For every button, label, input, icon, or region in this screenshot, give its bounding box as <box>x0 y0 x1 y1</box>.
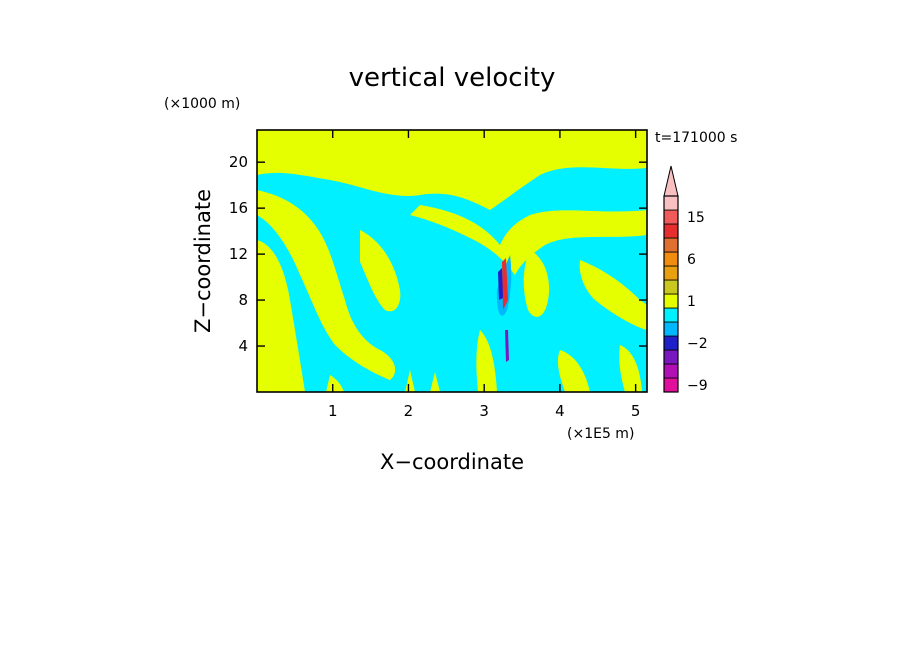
updraft-region <box>430 372 440 392</box>
y-axis-label: Z−coordinate <box>191 189 215 333</box>
y-tick-label: 12 <box>229 245 248 263</box>
colorbar-swatch <box>663 251 679 267</box>
colorbar-swatch <box>663 377 679 393</box>
colorbar-swatch <box>663 223 679 239</box>
colorbar-frame <box>663 195 679 393</box>
y-tick-label: 16 <box>229 199 248 217</box>
colorbar-tick-label: −2 <box>687 336 708 352</box>
colorbar-swatch <box>663 195 679 211</box>
colorbar-swatch <box>663 321 679 337</box>
updraft-region <box>326 375 344 392</box>
y-tick-label: 20 <box>229 153 248 171</box>
updraft-region <box>257 130 647 210</box>
updraft-region <box>410 205 647 275</box>
strong-downdraft-core <box>498 268 503 300</box>
updraft-region <box>557 350 590 392</box>
updraft-region <box>405 370 415 392</box>
colorbar-tick-label: −9 <box>687 378 708 394</box>
colorbar-tick-label: 1 <box>687 294 696 310</box>
x-tick-label: 4 <box>555 402 565 420</box>
x-tick-label: 2 <box>404 402 414 420</box>
colorbar-swatch <box>663 237 679 253</box>
updraft-region <box>476 330 497 392</box>
x-tick-label: 5 <box>631 402 641 420</box>
x-tick-label: 1 <box>328 402 338 420</box>
downdraft-streak <box>505 330 509 362</box>
x-axis-label: X−coordinate <box>380 450 524 474</box>
y-tick-label: 4 <box>238 337 248 355</box>
y-axis: 4 8 12 16 20 <box>229 153 647 355</box>
updraft-region <box>523 250 550 317</box>
strong-updraft-core <box>502 258 508 310</box>
colorbar: −9 −2 1 6 15 <box>663 165 708 394</box>
colorbar-tick-label: 15 <box>687 210 705 226</box>
contour-field <box>257 130 647 392</box>
x-axis: 1 2 3 4 5 <box>328 130 640 420</box>
chart-title: vertical velocity <box>349 63 556 93</box>
colorbar-extension-arrow <box>663 165 679 197</box>
colorbar-swatch <box>663 307 679 323</box>
updraft-region <box>360 230 401 312</box>
plot-area <box>256 129 648 393</box>
colorbar-swatch <box>663 293 679 309</box>
x-unit-label: (×1E5 m) <box>567 426 634 442</box>
updraft-region <box>579 260 647 330</box>
y-tick-label: 8 <box>238 291 248 309</box>
updraft-region <box>619 345 642 392</box>
colorbar-swatch <box>663 279 679 295</box>
colorbar-swatch <box>663 335 679 351</box>
y-unit-label: (×1000 m) <box>164 96 240 112</box>
colorbar-swatch <box>663 265 679 281</box>
x-tick-label: 3 <box>479 402 489 420</box>
colorbar-swatch <box>663 349 679 365</box>
updraft-region <box>257 190 396 380</box>
colorbar-swatch <box>663 363 679 379</box>
updraft-region <box>257 240 305 392</box>
core-column <box>496 255 512 362</box>
colorbar-tick-label: 6 <box>687 252 696 268</box>
plot-frame <box>256 129 648 393</box>
colorbar-swatch <box>663 209 679 225</box>
time-label: t=171000 s <box>655 130 737 146</box>
